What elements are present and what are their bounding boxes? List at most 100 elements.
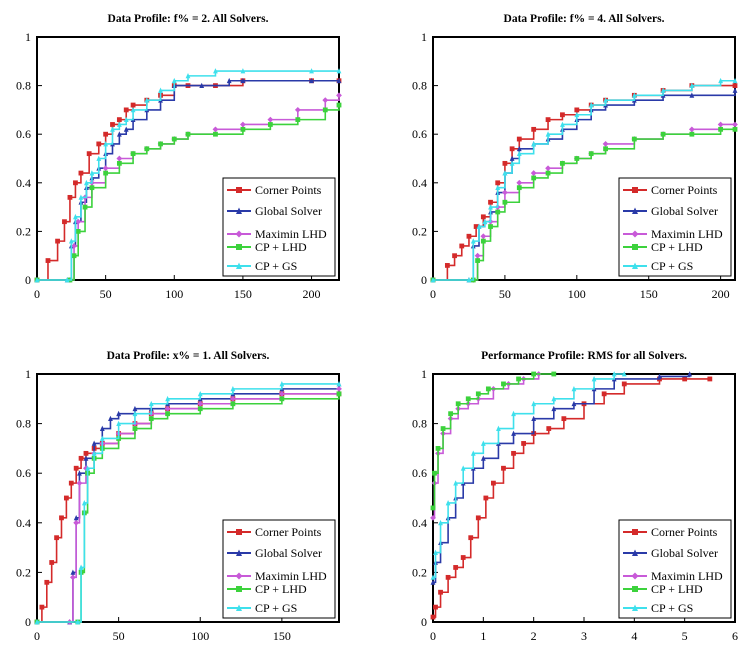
y-tick-label: 0.4	[16, 176, 31, 190]
data-point	[103, 131, 109, 137]
data-point	[732, 121, 738, 128]
chart-title: Data Profile: f% = 4. All Solvers.	[504, 13, 665, 25]
data-point	[75, 619, 81, 625]
series-cp-lhd	[430, 126, 738, 283]
series-line	[433, 373, 625, 579]
data-point	[571, 400, 577, 407]
data-point	[148, 400, 154, 407]
data-point	[546, 426, 552, 431]
legend-marker	[236, 187, 242, 193]
data-point	[433, 604, 438, 610]
data-point	[91, 440, 97, 446]
y-tick-label: 1	[421, 367, 427, 381]
legend-marker	[236, 604, 242, 611]
legend-item: Corner Points	[623, 183, 718, 197]
legend-label: CP + LHD	[651, 240, 703, 254]
data-point	[165, 395, 170, 402]
y-tick-label: 0	[421, 615, 427, 629]
data-point	[501, 381, 506, 387]
data-point	[294, 107, 301, 113]
data-point	[475, 391, 481, 397]
chart-panel-1: Data Profile: f% = 2. All Solvers. 0 0.2 0.…	[16, 13, 342, 301]
data-point	[440, 426, 446, 431]
legend-label: CP + LHD	[651, 582, 703, 596]
data-point	[551, 371, 557, 377]
legend-item: CP + GS	[623, 259, 693, 273]
data-point	[511, 410, 516, 417]
y-tick-label: 0	[421, 273, 427, 287]
series-cp-gs	[34, 381, 342, 625]
data-point	[336, 77, 342, 84]
data-point	[267, 122, 273, 127]
data-point	[103, 141, 109, 147]
legend-marker	[236, 262, 242, 269]
data-point	[230, 385, 236, 392]
data-point	[430, 505, 436, 511]
data-point	[132, 405, 138, 412]
x-tick-label: 200	[303, 287, 321, 301]
data-point	[448, 411, 454, 417]
data-point	[511, 450, 516, 456]
x-tick-label: 100	[191, 629, 209, 643]
data-point	[212, 126, 219, 133]
data-point	[130, 107, 136, 113]
legend-item: Global Solver	[623, 546, 718, 560]
legend-marker	[236, 586, 242, 592]
data-point	[602, 141, 609, 147]
data-point	[76, 480, 83, 487]
data-point	[116, 155, 123, 162]
chart-title: Data Profile: f% = 2. All Solvers.	[108, 13, 269, 25]
data-point	[689, 131, 695, 137]
data-point	[144, 146, 150, 152]
data-point	[75, 229, 81, 234]
x-tick-label: 100	[165, 287, 183, 301]
data-point	[516, 376, 521, 382]
data-point	[430, 579, 436, 585]
legend-label: Corner Points	[651, 183, 718, 197]
data-point	[116, 420, 122, 426]
legend-marker	[632, 549, 638, 556]
data-point	[199, 82, 205, 88]
data-point	[480, 440, 486, 446]
data-point	[502, 189, 508, 196]
data-point	[601, 391, 607, 397]
data-point	[621, 371, 627, 377]
data-point	[130, 102, 136, 108]
data-point	[732, 126, 738, 132]
data-point	[123, 116, 129, 123]
legend-marker	[632, 529, 638, 535]
y-tick-label: 0.6	[412, 466, 427, 480]
y-tick-label: 0	[25, 615, 31, 629]
legend-marker	[235, 572, 243, 580]
data-point	[682, 376, 688, 382]
data-point	[39, 604, 45, 610]
legend-item: Global Solver	[623, 204, 718, 218]
data-point	[54, 535, 59, 541]
data-point	[660, 87, 666, 93]
data-point	[78, 170, 84, 176]
data-point	[588, 151, 594, 157]
data-point	[574, 111, 580, 118]
data-point	[561, 416, 567, 422]
x-tick-label: 0	[430, 629, 436, 643]
legend-marker	[632, 207, 638, 214]
data-point	[445, 574, 451, 580]
data-point	[230, 401, 236, 407]
data-point	[732, 83, 738, 88]
data-point	[158, 87, 163, 93]
data-point	[73, 514, 79, 521]
data-point	[197, 406, 203, 412]
data-point	[509, 146, 515, 152]
data-point	[688, 126, 695, 133]
series-cp-gs	[430, 77, 738, 283]
data-point	[545, 117, 551, 123]
data-point	[336, 92, 342, 99]
data-point	[483, 495, 489, 501]
data-point	[485, 386, 491, 392]
data-point	[516, 145, 522, 152]
y-tick-label: 0.4	[412, 176, 427, 190]
legend-label: Global Solver	[651, 546, 718, 560]
data-point	[438, 519, 443, 526]
